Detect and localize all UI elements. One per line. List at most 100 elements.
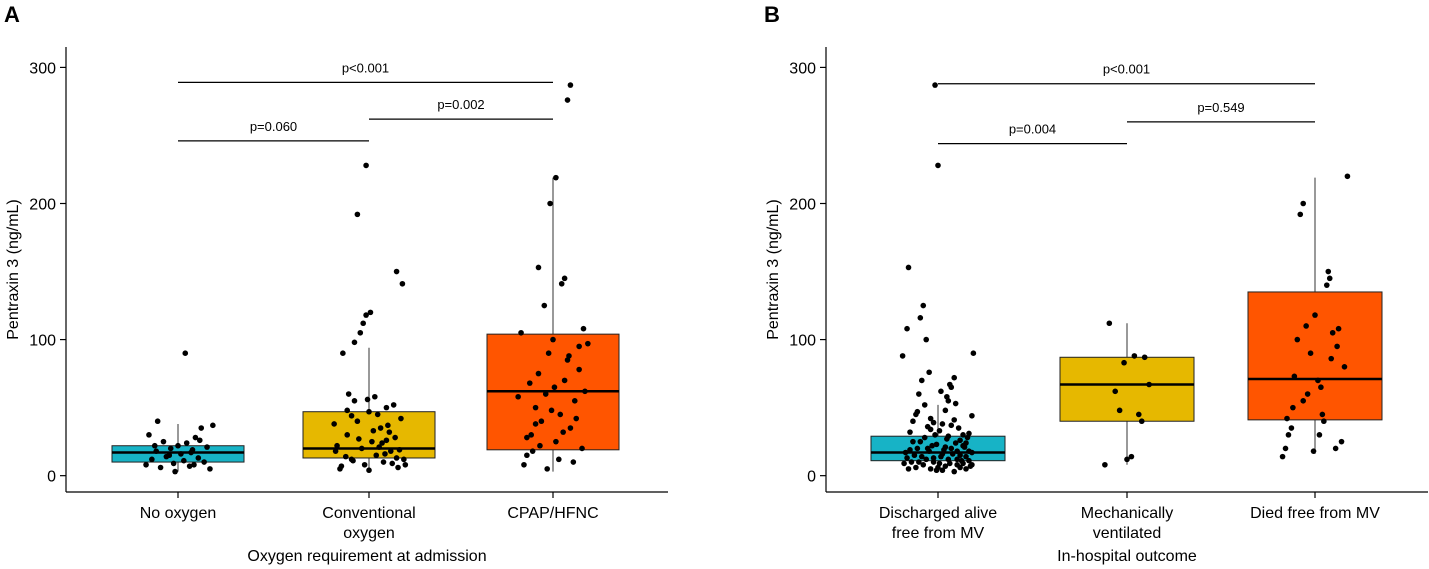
y-axis-label: Pentraxin 3 (ng/mL)	[765, 199, 782, 340]
data-point	[936, 460, 943, 467]
box-3	[1247, 291, 1383, 421]
data-point	[576, 343, 582, 350]
y-tick-label: 0	[47, 469, 56, 486]
data-point	[553, 438, 559, 445]
y-tick-label: 100	[789, 333, 816, 350]
data-point	[966, 457, 972, 464]
data-point	[571, 398, 578, 404]
data-point	[1138, 418, 1145, 425]
data-point	[582, 388, 588, 395]
data-point	[560, 429, 566, 435]
data-point	[153, 448, 160, 454]
data-point	[957, 464, 963, 471]
data-point	[1321, 418, 1327, 425]
data-point	[210, 422, 216, 429]
data-point	[1303, 323, 1309, 329]
data-point	[385, 422, 391, 429]
data-point	[921, 402, 928, 408]
data-point	[366, 408, 372, 415]
data-point	[1135, 411, 1142, 418]
data-point	[952, 440, 959, 446]
data-point	[377, 425, 384, 431]
y-axis-label: Pentraxin 3 (ng/mL)	[5, 199, 22, 340]
data-point	[945, 456, 952, 463]
x-tick-label: Conventional	[322, 505, 415, 522]
data-point	[561, 377, 568, 384]
data-point	[175, 442, 181, 449]
data-point	[579, 445, 585, 452]
data-point	[1106, 320, 1113, 327]
data-point	[911, 452, 918, 459]
y-tick-label: 200	[29, 196, 56, 213]
data-point	[918, 453, 925, 460]
data-point	[1279, 453, 1286, 460]
data-point	[373, 452, 380, 459]
data-point	[354, 211, 361, 218]
data-point	[942, 407, 949, 414]
x-tick-label: Discharged alive	[879, 505, 997, 522]
data-point	[1341, 364, 1348, 370]
box-2	[1059, 356, 1195, 422]
data-point	[1288, 425, 1295, 431]
p-value-label: p=0.004	[1009, 122, 1056, 137]
data-point	[942, 463, 949, 469]
data-point	[151, 442, 158, 449]
data-point	[927, 466, 934, 472]
data-point	[913, 464, 919, 471]
y-tick-label: 300	[29, 60, 56, 77]
data-point	[372, 393, 378, 400]
data-point	[932, 82, 938, 88]
data-point	[1307, 350, 1314, 356]
data-point	[963, 440, 969, 446]
data-point	[935, 162, 941, 169]
data-point	[363, 162, 369, 169]
data-point	[188, 449, 194, 456]
data-point	[1310, 448, 1317, 454]
data-point	[924, 445, 931, 452]
data-point	[1329, 329, 1336, 336]
data-point	[904, 325, 910, 332]
data-point	[1326, 275, 1333, 282]
data-point	[370, 427, 377, 434]
data-point	[392, 434, 398, 441]
data-point	[379, 440, 385, 446]
data-point	[899, 353, 906, 359]
data-point	[1146, 381, 1152, 388]
data-point	[905, 466, 912, 472]
data-point	[955, 425, 962, 431]
data-point	[344, 407, 351, 414]
data-point	[954, 448, 960, 454]
data-point	[364, 396, 371, 403]
data-point	[535, 264, 542, 271]
data-point	[936, 427, 943, 434]
y-tick-label: 300	[789, 60, 816, 77]
p-value-label: p<0.001	[1103, 62, 1150, 77]
data-point	[402, 461, 409, 468]
data-point	[367, 309, 374, 316]
data-point	[561, 275, 568, 282]
data-point	[966, 430, 972, 437]
p-value-label: p=0.549	[1197, 100, 1244, 115]
x-axis-label: In-hospital outcome	[1057, 548, 1197, 565]
data-point	[524, 434, 530, 441]
data-point	[538, 418, 545, 425]
data-point	[930, 455, 937, 461]
y-tick-label: 200	[789, 196, 816, 213]
data-point	[932, 432, 938, 438]
panel-label-a: A	[4, 2, 20, 27]
data-point	[902, 449, 909, 456]
data-point	[573, 415, 580, 422]
data-point	[542, 391, 549, 397]
data-point	[914, 445, 921, 452]
data-point	[518, 329, 524, 336]
data-point	[948, 422, 955, 429]
data-point	[945, 433, 952, 440]
data-point	[557, 411, 564, 418]
data-point	[923, 456, 930, 463]
data-point	[345, 391, 352, 397]
data-point	[1304, 391, 1311, 397]
x-tick-label: Mechanically	[1081, 505, 1173, 522]
data-point	[1131, 353, 1138, 359]
data-point	[926, 369, 932, 376]
